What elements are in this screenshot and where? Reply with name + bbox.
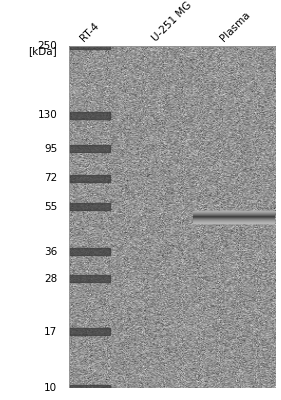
Text: 250: 250 [38, 41, 57, 51]
Text: 36: 36 [44, 247, 57, 257]
Text: RT-4: RT-4 [78, 21, 101, 44]
Text: 17: 17 [44, 327, 57, 337]
Text: 28: 28 [44, 274, 57, 284]
Bar [69, 42, 110, 50]
Bar [69, 328, 110, 335]
Text: 95: 95 [44, 144, 57, 154]
Text: 10: 10 [44, 383, 57, 393]
Text: 130: 130 [38, 110, 57, 120]
Bar [69, 112, 110, 119]
Text: 55: 55 [44, 202, 57, 212]
Text: [kDa]: [kDa] [29, 46, 57, 56]
Bar [69, 175, 110, 182]
Bar [69, 384, 110, 392]
Text: Plasma: Plasma [219, 10, 252, 44]
Bar [69, 275, 110, 282]
Bar [69, 248, 110, 255]
Text: U-251 MG: U-251 MG [151, 0, 194, 44]
Text: 72: 72 [44, 173, 57, 183]
Bar [69, 145, 110, 152]
Bar [69, 204, 110, 210]
